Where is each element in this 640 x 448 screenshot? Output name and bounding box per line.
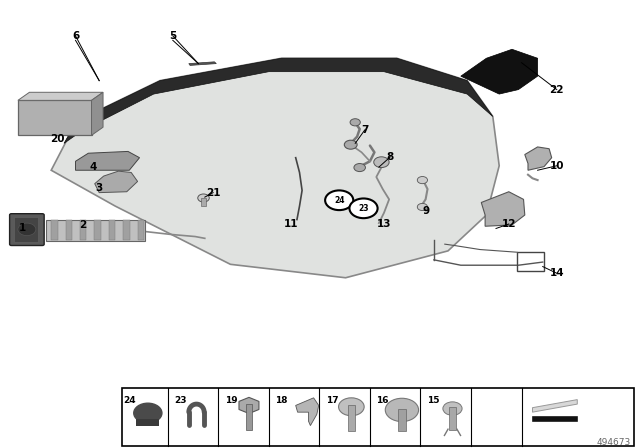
Polygon shape [95, 171, 138, 193]
Bar [532, 416, 577, 421]
Text: 24: 24 [124, 396, 136, 405]
Polygon shape [525, 147, 552, 170]
Bar [398, 409, 406, 431]
Text: 1: 1 [19, 224, 26, 233]
Text: 10: 10 [550, 161, 564, 171]
Polygon shape [18, 92, 103, 100]
Circle shape [417, 203, 428, 211]
Polygon shape [239, 397, 259, 414]
Polygon shape [461, 49, 538, 94]
Text: 24: 24 [334, 196, 344, 205]
Bar [136, 419, 159, 426]
Text: 15: 15 [427, 396, 440, 405]
Text: 2: 2 [79, 220, 87, 230]
Circle shape [344, 140, 357, 149]
Text: 13: 13 [377, 219, 391, 229]
Circle shape [354, 164, 365, 172]
Bar [138, 220, 144, 240]
Text: 3: 3 [95, 183, 103, 193]
Bar [109, 220, 115, 240]
Polygon shape [76, 151, 140, 170]
Bar [95, 220, 101, 240]
Polygon shape [296, 398, 319, 426]
Circle shape [385, 398, 419, 422]
Circle shape [349, 198, 378, 218]
Text: 12: 12 [502, 219, 516, 229]
Circle shape [325, 190, 353, 210]
Circle shape [350, 119, 360, 126]
Text: 5: 5 [169, 31, 177, 41]
Bar [123, 220, 130, 240]
Circle shape [417, 177, 428, 184]
Text: 4: 4 [89, 162, 97, 172]
Text: 14: 14 [550, 268, 564, 278]
Circle shape [339, 398, 364, 416]
Text: 19: 19 [225, 396, 237, 405]
Polygon shape [92, 92, 103, 135]
Circle shape [18, 223, 36, 236]
Bar [14, 217, 38, 242]
FancyBboxPatch shape [10, 214, 44, 246]
Polygon shape [64, 58, 493, 143]
Text: 6: 6 [72, 31, 79, 41]
Text: 16: 16 [376, 396, 389, 405]
Polygon shape [189, 62, 216, 65]
Bar [46, 220, 145, 241]
Text: 17: 17 [326, 396, 339, 405]
Text: 9: 9 [422, 206, 429, 215]
Circle shape [443, 402, 462, 415]
Bar [246, 404, 252, 430]
Circle shape [374, 157, 389, 168]
Text: 18: 18 [275, 396, 288, 405]
Text: 23: 23 [358, 204, 369, 213]
Text: 21: 21 [206, 188, 220, 198]
Polygon shape [481, 192, 525, 226]
Text: 8: 8 [387, 152, 394, 162]
Text: 494673: 494673 [596, 438, 630, 447]
Bar [80, 220, 86, 240]
Text: 11: 11 [284, 219, 298, 229]
Text: 22: 22 [550, 85, 564, 95]
Text: 7: 7 [361, 125, 369, 135]
Bar [18, 100, 92, 135]
Circle shape [198, 194, 209, 202]
Bar [122, 388, 634, 446]
Circle shape [134, 403, 162, 423]
Polygon shape [532, 400, 577, 412]
Bar [66, 220, 72, 240]
Polygon shape [51, 58, 499, 278]
Bar [517, 252, 544, 271]
Text: 23: 23 [174, 396, 187, 405]
Bar [51, 220, 58, 240]
Text: 20: 20 [51, 134, 65, 144]
Bar [449, 407, 456, 430]
Bar [348, 405, 355, 431]
Bar [201, 198, 206, 206]
